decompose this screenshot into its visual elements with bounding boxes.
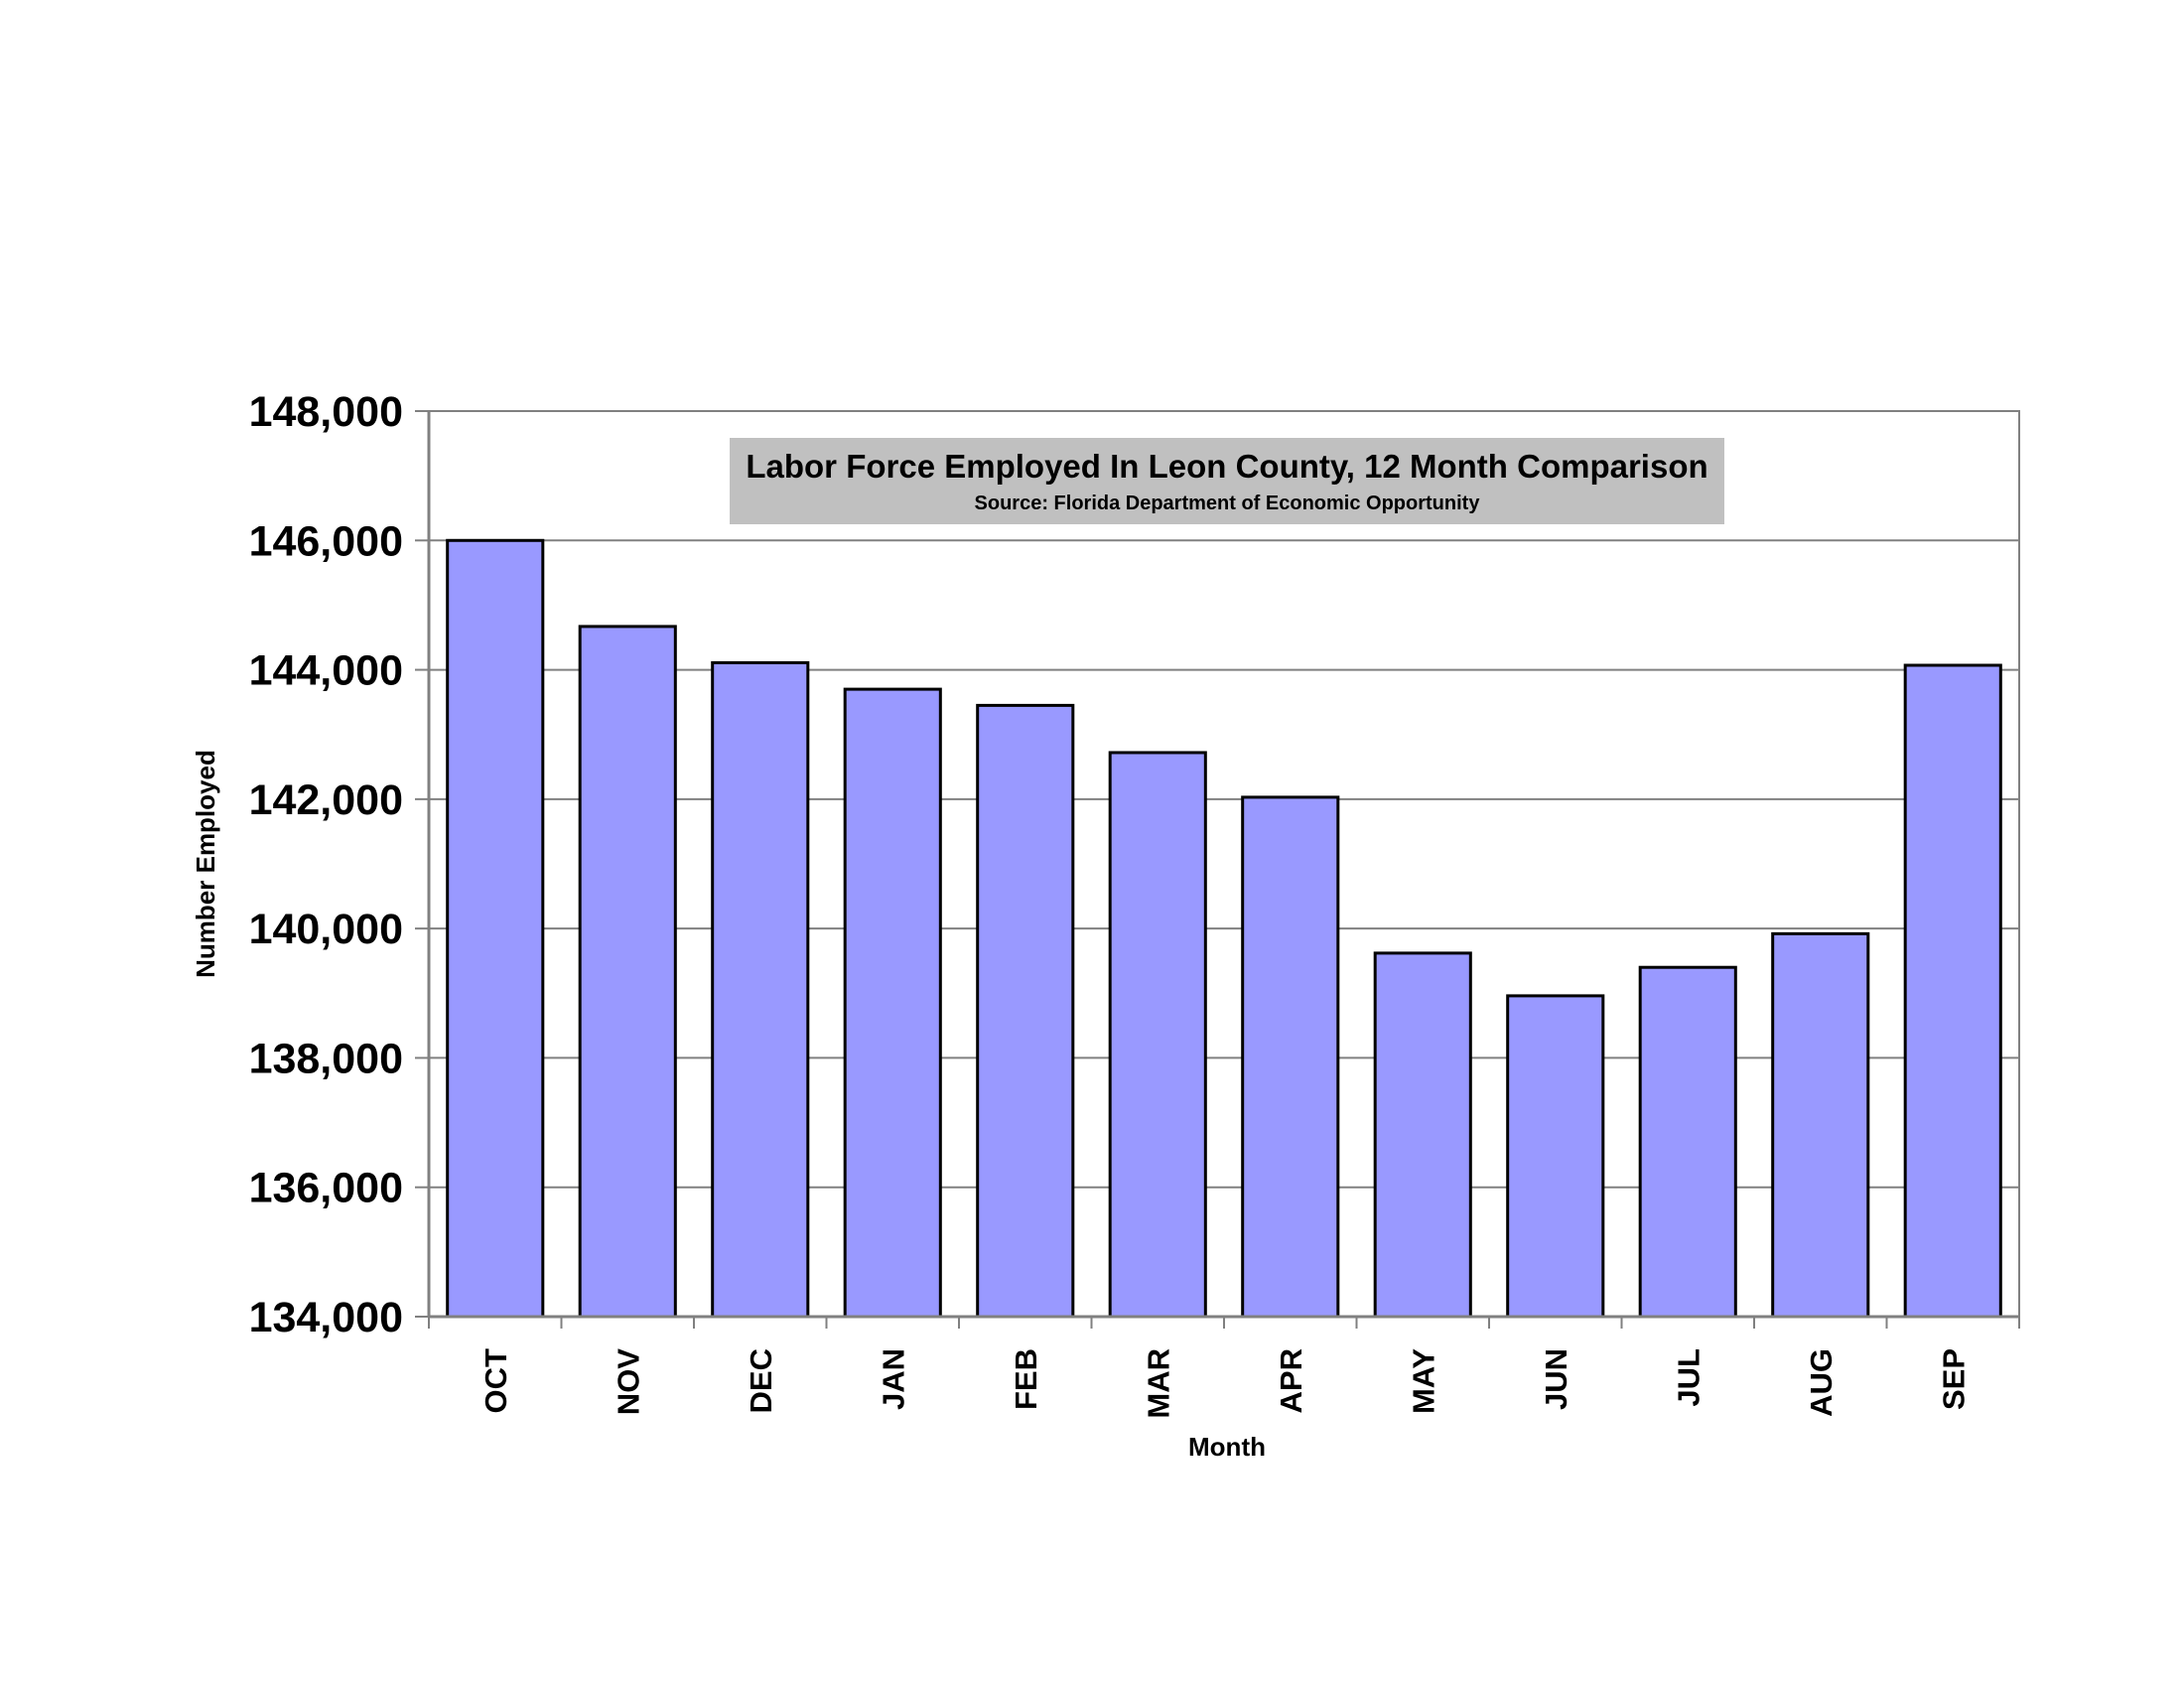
- bar-aug: [1771, 931, 1870, 1319]
- x-tick-label: MAY: [1406, 1348, 1440, 1414]
- x-tick-label: FEB: [1009, 1348, 1043, 1410]
- bar-feb: [976, 703, 1075, 1319]
- bars: [446, 538, 2002, 1319]
- bar-mar: [1108, 751, 1207, 1319]
- x-tick-label: AUG: [1804, 1348, 1839, 1417]
- x-tick-label: NOV: [611, 1348, 645, 1416]
- bar-apr: [1241, 795, 1340, 1319]
- bar-oct: [446, 538, 545, 1319]
- axes: [415, 410, 2020, 1329]
- x-tick-label: MAR: [1141, 1348, 1175, 1419]
- y-tick-label: 144,000: [249, 647, 403, 695]
- x-tick-label: SEP: [1936, 1348, 1971, 1410]
- x-tick-label: JAN: [876, 1348, 910, 1410]
- x-tick-label: JUL: [1671, 1348, 1706, 1407]
- y-tick-label: 148,000: [249, 388, 403, 436]
- y-tick-label: 134,000: [249, 1294, 403, 1341]
- chart-title: Labor Force Employed In Leon County, 12 …: [746, 448, 1707, 485]
- chart-subtitle: Source: Florida Department of Economic O…: [975, 492, 1481, 514]
- bar-sep: [1903, 663, 2002, 1319]
- y-tick-label: 140,000: [249, 906, 403, 953]
- x-axis-title: Month: [1188, 1432, 1266, 1462]
- y-axis-title: Number Employed: [191, 750, 220, 978]
- plot-area: [428, 410, 2020, 1318]
- bar-jul: [1638, 965, 1737, 1319]
- bar-nov: [578, 625, 677, 1319]
- bar-dec: [711, 660, 810, 1319]
- x-tick-label: OCT: [478, 1348, 513, 1414]
- title-box: [730, 438, 1724, 524]
- x-tick-label: APR: [1274, 1348, 1308, 1413]
- x-tick-label: JUN: [1539, 1348, 1573, 1410]
- gridlines: [429, 539, 2019, 1189]
- x-tick-labels: OCT NOV DEC JAN FEB MAR APR MAY JUN JUL AUG SEP: [478, 1348, 1972, 1419]
- y-tick-label: 136,000: [249, 1165, 403, 1212]
- y-tick-label: 142,000: [249, 776, 403, 824]
- bar-jun: [1506, 994, 1605, 1319]
- x-tick-label: DEC: [744, 1348, 778, 1413]
- y-tick-labels: 134,000 136,000 138,000 140,000 142,000 144,0…: [249, 388, 403, 1341]
- bar-may: [1373, 951, 1472, 1319]
- bar-jan: [843, 687, 942, 1319]
- y-tick-label: 138,000: [249, 1035, 403, 1082]
- y-tick-label: 146,000: [249, 517, 403, 565]
